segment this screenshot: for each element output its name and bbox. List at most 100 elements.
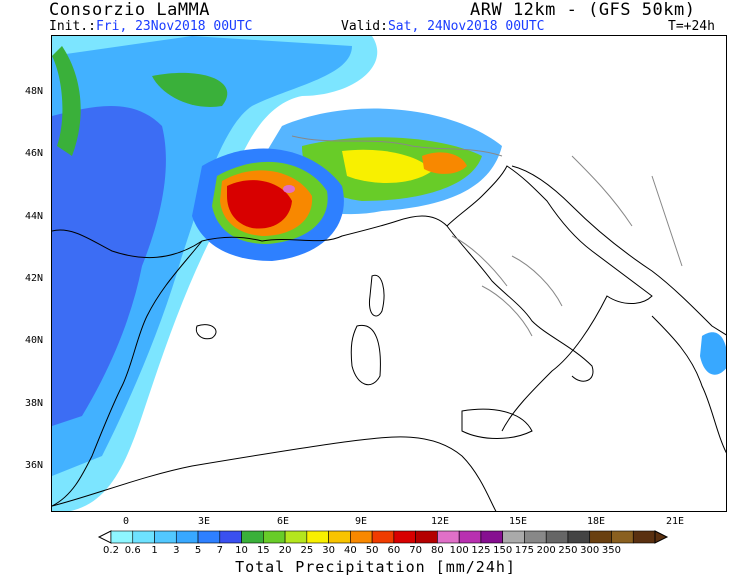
colorbar-swatch [458,530,482,544]
colorbar-level-label: 70 [409,545,422,556]
colorbar-level-label: 5 [194,545,202,556]
precip-greece-blue [700,332,726,375]
colorbar-level-label: 175 [514,545,534,556]
model-title: ARW 12km - (GFS 50km) [470,0,696,20]
precip-atlantic-green [52,46,81,156]
coast-spain-france [52,215,594,382]
colorbar-swatch [415,530,438,544]
precip-lion-magenta [283,185,295,193]
colorbar-level-label: 0.2 [103,545,119,556]
colorbar-swatch [437,530,460,544]
colorbar-level-label: 3 [173,545,180,556]
forecast-step: T=+24h [668,19,715,34]
precipitation-map [51,35,727,512]
colorbar-swatch [589,530,612,544]
valid-value: Sat, 24Nov2018 00UTC [387,19,545,34]
colorbar-swatch [502,530,525,544]
colorbar-swatch [611,530,634,544]
colorbar-level-label: 125 [471,545,491,556]
lat-label: 44N [25,211,44,222]
colorbar-level-label: 60 [387,545,401,556]
lon-label: 18E [586,516,606,527]
precip-biscay-green [152,72,228,107]
coast-spain-east [52,240,203,507]
colorbar-swatch [241,530,264,544]
colorbar-level-label: 50 [365,545,379,556]
colorbar-swatch [393,530,416,544]
lon-label: 3E [197,516,211,527]
lat-label: 38N [25,398,44,409]
colorbar-swatch [110,530,134,544]
colorbar-swatch [175,530,199,544]
colorbar-swatch [371,530,395,544]
colorbar-swatch [132,530,155,544]
colorbar-arrow-right [654,530,669,544]
lat-label: 48N [25,86,44,97]
lon-label: 9E [354,516,368,527]
colorbar-swatch [632,530,656,544]
colorbar-level-label: 300 [580,545,600,556]
colorbar-swatch [567,530,591,544]
border-alps [291,135,503,157]
colorbar-level-label: 350 [601,545,622,556]
valid-label: Valid: [341,19,388,34]
colorbar-level-label: 20 [278,545,292,556]
border-balkans [571,155,683,267]
colorbar-swatch [284,530,308,544]
valid-time: Valid:Sat, 24Nov2018 00UTC [341,19,545,34]
colorbar-title: Total Precipitation [mm/24h] [235,558,516,576]
map-canvas [52,36,726,511]
colorbar-level-label: 10 [235,545,248,556]
borders [291,135,683,337]
coast-adriatic-east [511,165,726,336]
init-value: Fri, 23Nov2018 00UTC [95,19,253,34]
colorbar-level-label: 100 [449,545,469,556]
colorbar-level-label: 25 [300,545,314,556]
lat-label: 36N [25,460,44,471]
border-italy-regions [451,235,563,337]
precip-west-dark [52,106,166,426]
lon-label: 6E [276,516,290,527]
coast-balearic [195,324,217,340]
coast-corsica [368,274,385,317]
colorbar-level-label: 7 [216,545,223,556]
colorbar-swatch [350,530,373,544]
coast-sardinia [350,324,381,386]
precip-field [52,36,726,511]
lon-label: 0 [122,516,130,527]
coastlines [52,165,726,511]
lat-label: 42N [25,273,44,284]
colorbar-swatch [524,530,547,544]
colorbar-level-label: 40 [343,545,357,556]
coast-africa [52,436,497,511]
colorbar-swatch [154,530,177,544]
colorbar-swatch [263,530,286,544]
precip-venice-orange [422,152,467,174]
init-label: Init.: [49,19,96,34]
init-time: Init.:Fri, 23Nov2018 00UTC [49,19,253,34]
lon-label: 12E [430,516,450,527]
coast-italy [446,165,653,432]
lon-label: 21E [665,516,685,527]
colorbar-level-label: 15 [256,545,270,556]
colorbar-level-label: 200 [536,545,556,556]
colorbar-swatch [306,530,329,544]
precip-po-valley-yellow [342,149,432,183]
colorbar-level-label: 250 [558,545,578,556]
colorbar-swatch [545,530,569,544]
coast-greece [651,315,726,454]
coast-sicily [461,408,533,439]
precip-lion-red [227,180,292,229]
colorbar-level-label: 0.6 [124,545,141,556]
lat-label: 40N [25,335,44,346]
colorbar-swatch [480,530,503,544]
colorbar-swatch [328,530,351,544]
colorbar-level-label: 80 [431,545,444,556]
colorbar-level-label: 1 [151,545,158,556]
lon-label: 15E [508,516,528,527]
colorbar-swatch [197,530,221,544]
colorbar-arrow-left [97,530,112,544]
colorbar-level-label: 150 [493,545,513,556]
colorbar-level-label: 30 [322,545,335,556]
source-title: Consorzio LaMMA [49,0,211,20]
